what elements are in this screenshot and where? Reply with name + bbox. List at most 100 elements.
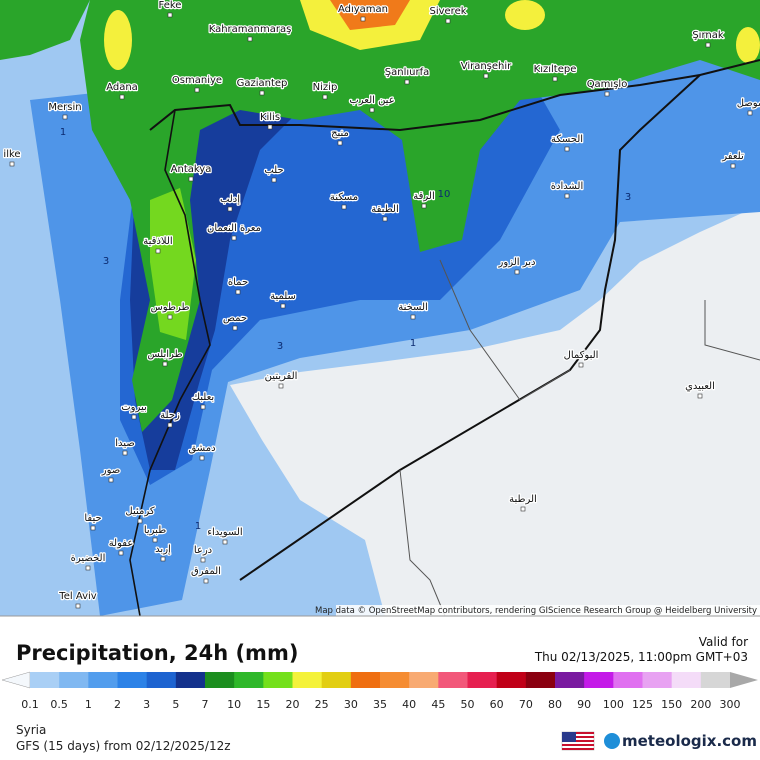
legend-arrow (1, 671, 31, 689)
rain-area (80, 0, 760, 432)
rain-area (0, 0, 90, 60)
city-label: Kızıltepe (534, 64, 577, 75)
legend-swatch (555, 672, 585, 688)
border (129, 109, 211, 617)
valid-time: Thu 02/13/2025, 11:00pm GMT+03 (534, 650, 748, 664)
legend-swatch (205, 672, 235, 688)
city-label: صور (101, 465, 121, 476)
legend-tick-label: 10 (227, 698, 241, 711)
city-label: Şanlıurfa (385, 67, 429, 78)
city-marker (167, 314, 173, 320)
city-marker (90, 525, 96, 531)
city-marker (162, 361, 168, 367)
city-marker (552, 76, 558, 82)
city-label: البوكمال (564, 350, 599, 361)
legend-swatch (438, 672, 468, 688)
city-marker (108, 477, 114, 483)
city-label: Nizip (313, 82, 338, 93)
city-label: Kahramanmaraş (209, 24, 292, 35)
city-label: Tel Aviv (58, 591, 96, 602)
legend-tick-label: 60 (490, 698, 504, 711)
city-label: المفرق (191, 566, 221, 577)
city-marker (62, 114, 68, 120)
city-label: بيروت (121, 402, 147, 413)
city-label: سلمية (270, 291, 296, 302)
legend-tick-label: 90 (577, 698, 591, 711)
legend-swatch (584, 672, 614, 688)
legend-swatch (234, 672, 264, 688)
city-label: مسكنة (330, 192, 358, 203)
legend-swatch (350, 672, 381, 688)
legend-swatch (146, 672, 177, 688)
city-label: الخضيرة (71, 553, 106, 564)
legend: 0.1 0.5 1 2 3 5 7 10 15 20 25 30 35 40 45 50 60 70 80 90 100… (1, 671, 758, 711)
city-marker (322, 94, 328, 100)
legend-tick-label: 125 (632, 698, 653, 711)
city-label: بعلبك (192, 392, 214, 403)
city-label: تلعفر (721, 151, 744, 162)
legend-title: Precipitation, 24h (mm) (16, 641, 298, 665)
attribution-bg (336, 605, 760, 616)
legend-swatch (292, 672, 323, 688)
city-marker (199, 455, 205, 461)
city-marker (730, 163, 736, 169)
brand: meteologix.com (622, 732, 757, 750)
city-marker (194, 87, 200, 93)
city-label: Kilis (260, 112, 280, 123)
city-label: الحسكة (551, 134, 583, 145)
legend-tick-label: 40 (402, 698, 416, 711)
city-marker (337, 140, 343, 146)
legend-tick-label: 25 (315, 698, 329, 711)
legend-tick-label: 80 (548, 698, 562, 711)
legend-tick-label: 70 (519, 698, 533, 711)
city-label: كرمئيل (125, 506, 154, 517)
city-marker (131, 414, 137, 420)
city-label: Mersin (48, 102, 81, 113)
city-marker (227, 206, 233, 212)
legend-arrow (730, 672, 758, 688)
city-label: طرطوس (151, 302, 190, 313)
city-label: دمشق (188, 443, 215, 454)
city-marker (278, 383, 284, 389)
border (399, 259, 760, 617)
city-label: Siverek (429, 6, 466, 17)
legend-swatch (88, 672, 118, 688)
city-marker (152, 537, 158, 543)
rain-area (736, 27, 760, 63)
legend-swatch (409, 672, 439, 688)
city-label: معرة النعمان (207, 223, 261, 234)
city-label: عين العرب (349, 95, 394, 106)
legend-swatch (175, 672, 206, 688)
city-label: موصل (737, 98, 760, 109)
city-label: عفولة (109, 538, 134, 549)
city-label: الرطبة (509, 494, 537, 505)
city-label: Osmaniye (172, 75, 222, 86)
legend-tick-label: 7 (202, 698, 209, 711)
city-marker (119, 94, 125, 100)
city-marker (167, 12, 173, 18)
city-label: حيفا (84, 513, 101, 524)
city-label: Viranşehir (461, 61, 512, 72)
city-marker (410, 314, 416, 320)
city-marker (578, 362, 584, 368)
city-marker (222, 539, 228, 545)
city-marker (160, 556, 166, 562)
legend-tick-label: 30 (344, 698, 358, 711)
city-label: صيدا (115, 438, 135, 449)
legend-tick-label: 1 (85, 698, 92, 711)
city-marker (404, 79, 410, 85)
legend-swatch (525, 672, 556, 688)
rain-area (505, 0, 545, 30)
city-label: إربد (155, 544, 171, 555)
legend-swatch (263, 672, 293, 688)
valid-label: Valid for (699, 635, 748, 649)
legend-swatch (117, 672, 148, 688)
city-marker (382, 216, 388, 222)
legend-tick-label: 45 (431, 698, 445, 711)
city-label: Antakya (171, 164, 212, 175)
city-marker (360, 16, 366, 22)
legend-swatch (496, 672, 527, 688)
legend-tick-label: 150 (661, 698, 682, 711)
city-label: الشدادة (551, 181, 583, 192)
